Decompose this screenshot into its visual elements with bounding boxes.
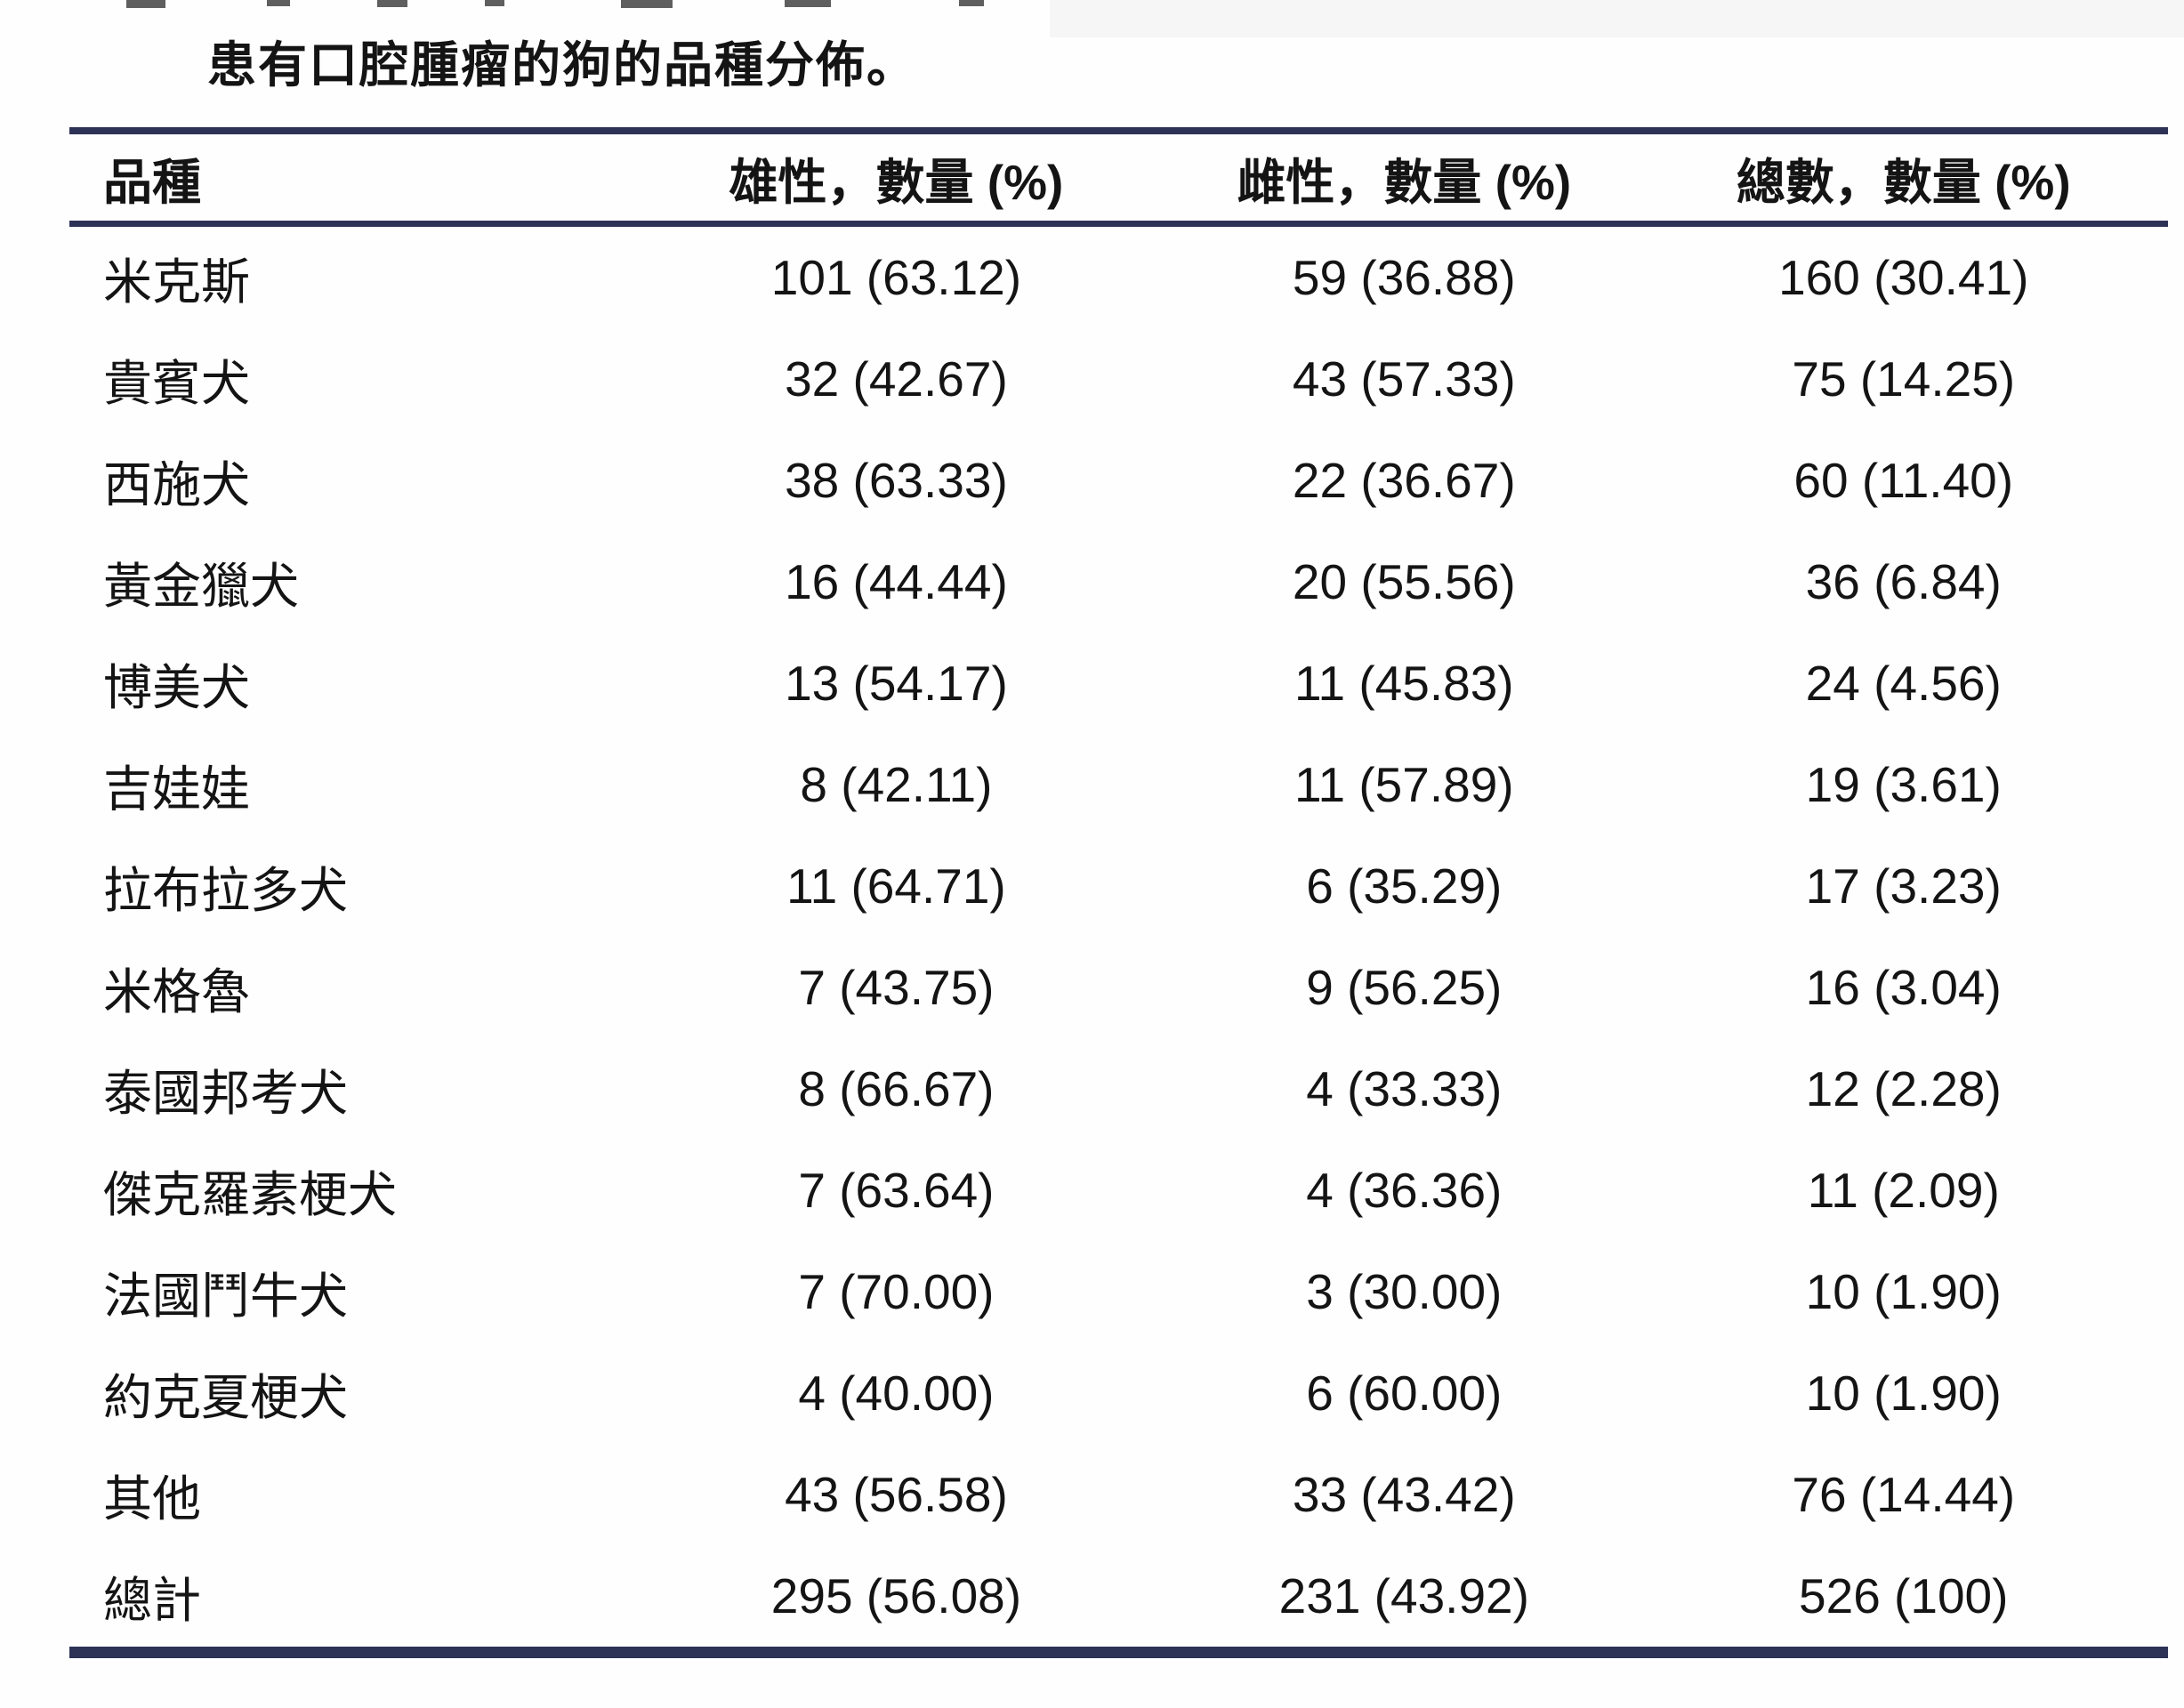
cell-total: 16 (3.04) [1805,960,2002,1015]
cell-female: 6 (35.29) [1306,858,1503,914]
cell-total: 76 (14.44) [1792,1467,2016,1522]
table-row: 米格魯 7 (43.75) 9 (56.25) 16 (3.04) [69,937,2168,1038]
cell-female: 4 (33.33) [1306,1061,1503,1116]
cell-female: 20 (55.56) [1292,554,1516,609]
cell-breed: 法國鬥牛犬 [103,1269,349,1324]
page-title: 患有口腔腫瘤的狗的品種分佈。 [207,37,918,93]
table-row: 貴賓犬 32 (42.67) 43 (57.33) 75 (14.25) [69,328,2168,430]
cell-breed: 傑克羅素梗犬 [103,1167,398,1222]
table-row: 米克斯 101 (63.12) 59 (36.88) 160 (30.41) [69,224,2168,329]
col-header-total: 總數，數量 (%) [1639,131,2168,227]
cell-male: 295 (56.08) [770,1568,1022,1623]
table-row: 博美犬 13 (54.17) 11 (45.83) 24 (4.56) [69,632,2168,734]
cell-female: 3 (30.00) [1306,1264,1503,1319]
cell-breed: 吉娃娃 [103,761,251,817]
cell-breed: 米格魯 [103,964,251,1019]
cropped-text-artifact [267,0,290,6]
top-gray-wash [1050,0,2184,37]
col-header-male: 雄性，數量 (%) [623,131,1170,227]
cell-female: 43 (57.33) [1292,351,1516,407]
cell-female: 9 (56.25) [1306,960,1503,1015]
table-row: 其他 43 (56.58) 33 (43.42) 76 (14.44) [69,1444,2168,1545]
cell-breed: 米克斯 [103,254,251,310]
cell-breed: 約克夏梗犬 [103,1370,349,1425]
cell-total: 75 (14.25) [1792,351,2016,407]
cell-total: 526 (100) [1799,1568,2009,1623]
cell-total: 160 (30.41) [1778,250,2029,305]
cell-breed: 其他 [103,1471,202,1527]
cell-breed: 黃金獵犬 [103,559,300,614]
table-row: 拉布拉多犬 11 (64.71) 6 (35.29) 17 (3.23) [69,835,2168,937]
table-row: 黃金獵犬 16 (44.44) 20 (55.56) 36 (6.84) [69,531,2168,632]
table-row: 法國鬥牛犬 7 (70.00) 3 (30.00) 10 (1.90) [69,1241,2168,1342]
table-row: 西施犬 38 (63.33) 22 (36.67) 60 (11.40) [69,430,2168,531]
cropped-text-artifact [126,0,165,8]
table-row: 約克夏梗犬 4 (40.00) 6 (60.00) 10 (1.90) [69,1342,2168,1444]
cell-female: 4 (36.36) [1306,1163,1503,1218]
cell-total: 11 (2.09) [1807,1163,2000,1218]
cell-male: 16 (44.44) [785,554,1008,609]
table-header-row: 品種 雄性，數量 (%) 雌性，數量 (%) 總數，數量 (%) [69,131,2168,227]
cell-total: 12 (2.28) [1805,1061,2002,1116]
cell-breed: 博美犬 [103,660,251,715]
cell-total: 19 (3.61) [1805,757,2002,812]
table-row: 泰國邦考犬 8 (66.67) 4 (33.33) 12 (2.28) [69,1038,2168,1140]
cropped-text-artifact [377,0,407,7]
cell-male: 4 (40.00) [798,1366,995,1421]
cropped-text-artifact [621,0,673,8]
table-row: 傑克羅素梗犬 7 (63.64) 4 (36.36) 11 (2.09) [69,1140,2168,1241]
cell-total: 10 (1.90) [1805,1264,2002,1319]
cell-male: 32 (42.67) [785,351,1008,407]
cell-male: 11 (64.71) [786,858,1006,914]
cell-female: 33 (43.42) [1292,1467,1516,1522]
cell-male: 8 (42.11) [800,757,993,812]
cell-male: 43 (56.58) [785,1467,1008,1522]
cell-female: 11 (57.89) [1293,757,1514,812]
cell-total: 10 (1.90) [1805,1366,2002,1421]
cropped-text-artifact [959,0,984,6]
cell-total: 36 (6.84) [1805,554,2002,609]
cropped-text-artifact [785,0,831,7]
cell-male: 7 (70.00) [798,1264,995,1319]
cell-breed: 總計 [103,1573,202,1628]
cell-male: 38 (63.33) [785,453,1008,508]
col-header-breed: 品種 [69,131,624,227]
cell-total: 17 (3.23) [1805,858,2002,914]
cell-female: 59 (36.88) [1292,250,1516,305]
cell-male: 13 (54.17) [785,656,1008,711]
cell-total: 24 (4.56) [1805,656,2002,711]
breed-distribution-table: 品種 雄性，數量 (%) 雌性，數量 (%) 總數，數量 (%) 米克斯 101… [69,127,2168,1658]
table-body: 米克斯 101 (63.12) 59 (36.88) 160 (30.41) 貴… [69,224,2168,1653]
cell-female: 6 (60.00) [1306,1366,1503,1421]
table-row: 總計 295 (56.08) 231 (43.92) 526 (100) [69,1545,2168,1653]
table-row: 吉娃娃 8 (42.11) 11 (57.89) 19 (3.61) [69,734,2168,835]
cell-breed: 貴賓犬 [103,356,251,411]
cell-breed: 拉布拉多犬 [103,863,349,918]
cell-male: 7 (63.64) [798,1163,995,1218]
cell-male: 101 (63.12) [770,250,1022,305]
cell-female: 11 (45.83) [1293,656,1514,711]
cell-breed: 泰國邦考犬 [103,1066,349,1121]
cell-total: 60 (11.40) [1793,453,2014,508]
cropped-text-artifact [485,0,504,6]
cell-male: 7 (43.75) [798,960,995,1015]
col-header-female: 雌性，數量 (%) [1169,131,1640,227]
cell-female: 231 (43.92) [1278,1568,1529,1623]
cell-breed: 西施犬 [103,457,251,512]
cell-female: 22 (36.67) [1292,453,1516,508]
cell-male: 8 (66.67) [798,1061,995,1116]
